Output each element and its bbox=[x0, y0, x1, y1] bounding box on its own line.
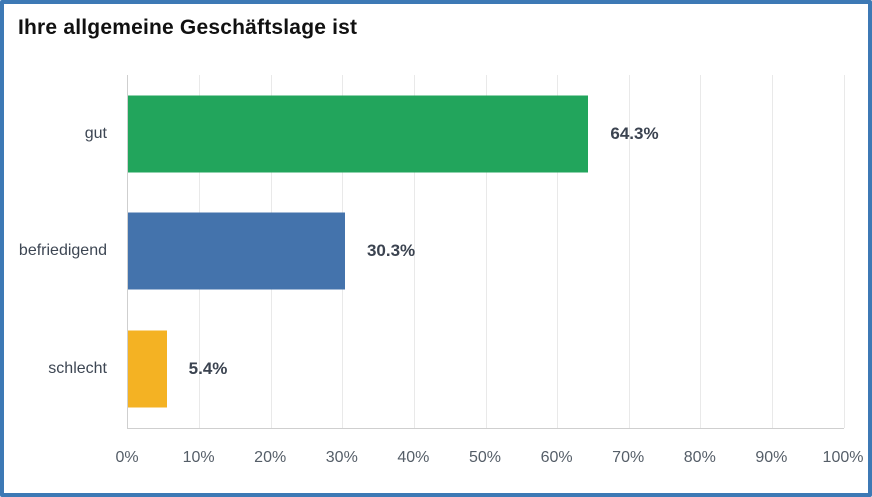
gridline bbox=[413, 75, 415, 428]
value-label: 5.4% bbox=[188, 359, 228, 379]
bar-befriedigend bbox=[128, 212, 345, 290]
gridline bbox=[628, 75, 630, 428]
x-tick-label: 20% bbox=[254, 449, 287, 466]
value-label: 64.3% bbox=[610, 123, 659, 143]
x-tick-label: 80% bbox=[683, 449, 716, 466]
bar-gut bbox=[128, 95, 589, 173]
x-tick-label: 0% bbox=[115, 449, 139, 466]
category-label: gut bbox=[84, 124, 107, 142]
gridline bbox=[771, 75, 773, 428]
plot-area: gut 64.3% befriedigend 30.3% schlecht 5.4% bbox=[19, 75, 845, 429]
x-axis: 0% 10% 20% 30% 40% 50% 60% 70% 80% 90% 100% bbox=[115, 449, 863, 471]
gridline bbox=[485, 75, 487, 428]
value-label: 30.3% bbox=[366, 241, 416, 261]
x-tick-label: 70% bbox=[612, 449, 645, 466]
x-tick-label: 100% bbox=[822, 449, 864, 466]
bar-row: gut 64.3% bbox=[85, 75, 844, 193]
x-tick-label: 90% bbox=[755, 449, 788, 466]
bar-schlecht bbox=[128, 330, 167, 408]
x-tick-label: 40% bbox=[397, 449, 430, 466]
category-label: befriedigend bbox=[18, 242, 107, 260]
bar-row: befriedigend 30.3% bbox=[19, 193, 844, 311]
category-label: schlecht bbox=[48, 360, 107, 378]
gridline bbox=[843, 75, 845, 428]
bar-row: schlecht 5.4% bbox=[48, 310, 844, 428]
x-tick-label: 10% bbox=[182, 449, 215, 466]
gridline bbox=[700, 75, 702, 428]
x-tick-label: 60% bbox=[540, 449, 573, 466]
x-tick-label: 30% bbox=[325, 449, 358, 466]
chart-title: Ihre allgemeine Geschäftslage ist bbox=[18, 16, 358, 39]
gridline bbox=[557, 75, 559, 428]
x-tick-label: 50% bbox=[468, 449, 502, 466]
